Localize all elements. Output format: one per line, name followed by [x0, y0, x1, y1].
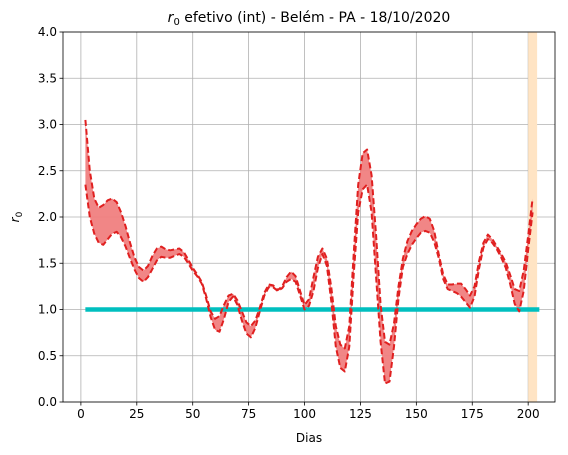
y-tick-label: 1.5	[38, 256, 57, 270]
y-tick-label: 0.5	[38, 349, 57, 363]
y-tick-label: 1.0	[38, 303, 57, 317]
x-tick-label: 175	[461, 407, 484, 421]
y-tick-label: 0.0	[38, 395, 57, 409]
y-tick-label: 3.5	[38, 71, 57, 85]
x-tick-label: 0	[77, 407, 85, 421]
grid	[63, 31, 555, 403]
y-axis-label: r0	[8, 211, 25, 222]
x-tick-label: 50	[185, 407, 200, 421]
upper-bound-line	[84, 119, 534, 350]
y-tick-label: 3.0	[38, 118, 57, 132]
y-tick-label: 4.0	[38, 25, 57, 39]
y-tick-label: 2.5	[38, 164, 57, 178]
x-axis-label: Dias	[296, 431, 322, 445]
plot-area	[84, 32, 540, 402]
x-tick-label: 25	[129, 407, 144, 421]
y-label-symbol: r	[8, 216, 22, 222]
lower-bound-line	[84, 183, 534, 385]
y-tick-label: 2.0	[38, 210, 57, 224]
ticks: 0 25 50 75 100 125 150 175 200 0.0 0.5 1.0 1.5 2.0 2.5…	[38, 25, 540, 421]
title-text: efetivo (int) - Belém - PA - 18/10/2020	[180, 10, 451, 26]
title-subscript: 0	[173, 17, 179, 28]
x-tick-label: 125	[349, 407, 372, 421]
chart-title: r0 efetivo (int) - Belém - PA - 18/10/20…	[168, 10, 451, 28]
confidence-band	[85, 119, 533, 384]
x-tick-label: 75	[241, 407, 256, 421]
y-label-subscript: 0	[15, 211, 25, 217]
x-tick-label: 150	[405, 407, 428, 421]
x-tick-label: 100	[293, 407, 316, 421]
title-symbol: r	[168, 10, 175, 26]
x-tick-label: 200	[517, 407, 540, 421]
